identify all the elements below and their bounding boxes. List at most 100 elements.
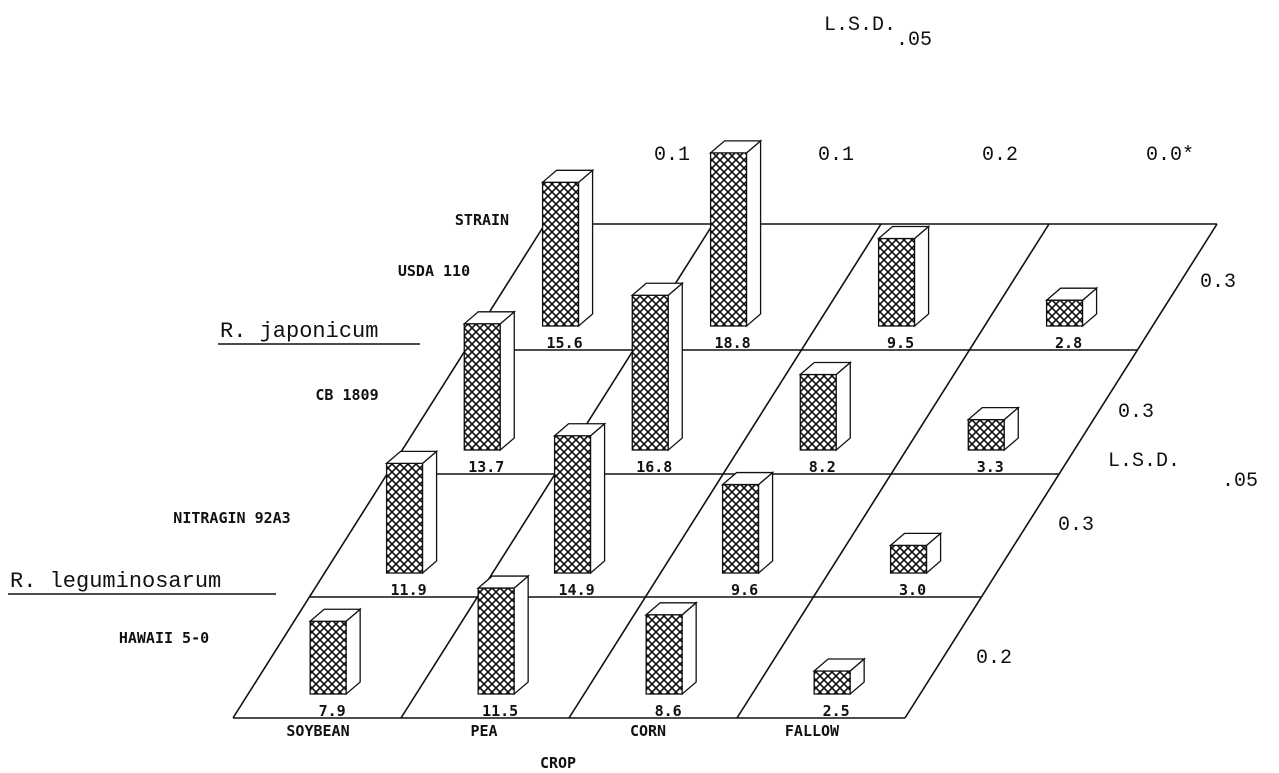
crop-label-pea: PEA <box>470 722 497 740</box>
value-label-hawaii-5-0-soybean: 7.9 <box>319 702 346 720</box>
bar-hawaii-5-0-corn <box>644 601 698 696</box>
lsd-strain-value-nitragin-92a3: 0.3 <box>1058 514 1094 537</box>
bar-cb-1809-soybean <box>462 310 517 452</box>
bar-hawaii-5-0-pea-side <box>513 574 529 696</box>
value-label-cb-1809-pea: 16.8 <box>636 458 672 476</box>
bar-nitragin-92a3-corn-side <box>757 471 774 575</box>
lsd-strain-value-cb-1809: 0.3 <box>1118 401 1154 424</box>
bar-usda-110-soybean-front <box>541 181 580 327</box>
species-r-japonicum: R. japonicum <box>220 319 378 344</box>
crop-label-corn: CORN <box>630 722 666 740</box>
bar-usda-110-pea-side <box>745 139 762 328</box>
strain-label-hawaii-5-0: HAWAII 5-0 <box>119 629 209 647</box>
value-labels: 15.6 18.8 9.5 2.8 13.7 16.8 8.2 3.3 11.9 14.9 9.6 3… <box>319 334 1083 720</box>
bar-nitragin-92a3-corn-front <box>721 483 760 574</box>
bar-cb-1809-fallow <box>966 406 1021 452</box>
bar-usda-110-pea-top <box>708 140 763 154</box>
bar-usda-110-soybean-side <box>577 168 594 328</box>
bar-nitragin-92a3-soybean <box>384 449 439 575</box>
bar-cb-1809-pea-front <box>631 294 669 451</box>
bar-hawaii-5-0-corn-side <box>681 601 697 696</box>
value-label-usda-110-soybean: 15.6 <box>547 334 583 352</box>
bar-hawaii-5-0-fallow <box>812 657 866 696</box>
bar-cb-1809-fallow-top <box>966 406 1021 421</box>
bar-usda-110-corn-front <box>877 237 916 327</box>
bar-nitragin-92a3-corn-top <box>720 471 775 486</box>
bar-usda-110-fallow-front <box>1045 299 1084 327</box>
bar-nitragin-92a3-pea <box>552 422 607 575</box>
lsd-crop-value-corn: 0.2 <box>982 144 1018 167</box>
value-label-cb-1809-soybean: 13.7 <box>468 458 504 476</box>
bar-usda-110-pea-front <box>709 152 748 327</box>
strain-axis-title: STRAIN <box>455 211 509 229</box>
lsd-crop-value-pea: 0.1 <box>818 144 854 167</box>
bar-cb-1809-corn-side <box>835 361 851 452</box>
bar-cb-1809-pea <box>630 281 685 452</box>
bar-hawaii-5-0-pea-top <box>476 575 530 589</box>
bar-hawaii-5-0-corn-top <box>644 602 698 616</box>
strain-label-usda-110: USDA 110 <box>398 262 470 280</box>
bar-hawaii-5-0-soybean-side <box>345 607 361 696</box>
bar-hawaii-5-0-fallow-front <box>813 670 851 695</box>
strain-axis: STRAIN USDA 110 CB 1809 NITRAGIN 92A3 HA… <box>119 211 509 647</box>
bar-nitragin-92a3-corn <box>720 471 775 575</box>
species-r-leguminosarum: R. leguminosarum <box>10 569 221 594</box>
bar-cb-1809-pea-top <box>630 282 685 296</box>
bar-cb-1809-soybean-front <box>463 323 501 451</box>
value-label-nitragin-92a3-corn: 9.6 <box>731 581 758 599</box>
lsd-crop-value-soybean: 0.1 <box>654 144 690 167</box>
lsd-strain: L.S.D..05 0.3 0.3 0.3 0.2 <box>976 271 1258 670</box>
bar-cb-1809-corn-top <box>798 361 853 376</box>
bar-usda-110-fallow-top <box>1044 287 1099 301</box>
value-label-usda-110-corn: 9.5 <box>887 334 914 352</box>
bar-cb-1809-soybean-top <box>462 311 517 325</box>
crop-axis: SOYBEAN PEA CORN FALLOW CROP <box>286 722 840 772</box>
strain-label-nitragin-92a3: NITRAGIN 92A3 <box>173 509 290 527</box>
value-label-cb-1809-corn: 8.2 <box>809 458 836 476</box>
bar-hawaii-5-0-soybean-front <box>309 620 347 695</box>
bar-nitragin-92a3-fallow-top <box>888 532 943 547</box>
value-label-hawaii-5-0-pea: 11.5 <box>482 702 518 720</box>
bar-usda-110-fallow <box>1044 286 1099 328</box>
bar-hawaii-5-0-pea <box>476 574 530 696</box>
bars <box>308 139 1099 696</box>
bar-hawaii-5-0-corn-front <box>645 614 683 695</box>
bar-nitragin-92a3-soybean-side <box>421 449 438 575</box>
bar-cb-1809-pea-side <box>667 281 683 452</box>
lsd-strain-label: L.S.D..05 <box>1108 450 1258 493</box>
bar-nitragin-92a3-pea-front <box>553 435 592 574</box>
species-groups: R. japonicum R. leguminosarum <box>8 319 420 595</box>
value-label-nitragin-92a3-soybean: 11.9 <box>391 581 427 599</box>
value-label-nitragin-92a3-pea: 14.9 <box>559 581 595 599</box>
value-label-usda-110-pea: 18.8 <box>715 334 751 352</box>
value-label-hawaii-5-0-fallow: 2.5 <box>823 702 850 720</box>
bar-usda-110-pea <box>708 139 763 328</box>
bar-nitragin-92a3-soybean-front <box>385 462 424 574</box>
lsd-crop-label: L.S.D..05 <box>824 14 932 52</box>
grid-col-line-3 <box>736 223 1050 719</box>
bar-cb-1809-corn <box>798 361 853 452</box>
bar-nitragin-92a3-fallow <box>888 531 943 575</box>
bar-nitragin-92a3-soybean-top <box>384 450 439 465</box>
bar-hawaii-5-0-soybean-top <box>308 608 362 622</box>
bar-nitragin-92a3-pea-top <box>552 423 607 437</box>
bar-cb-1809-fallow-front <box>967 418 1005 451</box>
crop-label-fallow: FALLOW <box>785 722 840 740</box>
value-label-cb-1809-fallow: 3.3 <box>977 458 1004 476</box>
bar-hawaii-5-0-fallow-top <box>812 658 866 672</box>
lsd-crop-value-fallow: 0.0* <box>1146 144 1194 167</box>
lsd-strain-value-hawaii-5-0: 0.2 <box>976 647 1012 670</box>
grid-col-line-2 <box>568 223 882 719</box>
grid-col-line-4 <box>904 223 1218 719</box>
value-label-usda-110-fallow: 2.8 <box>1055 334 1082 352</box>
bar-usda-110-soybean-top <box>540 169 595 183</box>
bar-hawaii-5-0-pea-front <box>477 587 515 695</box>
crop-label-soybean: SOYBEAN <box>286 722 349 740</box>
lsd-strain-value-usda-110: 0.3 <box>1200 271 1236 294</box>
bar-nitragin-92a3-pea-side <box>589 422 606 575</box>
bar-usda-110-corn-side <box>913 225 930 328</box>
value-label-nitragin-92a3-fallow: 3.0 <box>899 581 926 599</box>
bar-hawaii-5-0-soybean <box>308 607 362 696</box>
strain-label-cb-1809: CB 1809 <box>315 386 378 404</box>
